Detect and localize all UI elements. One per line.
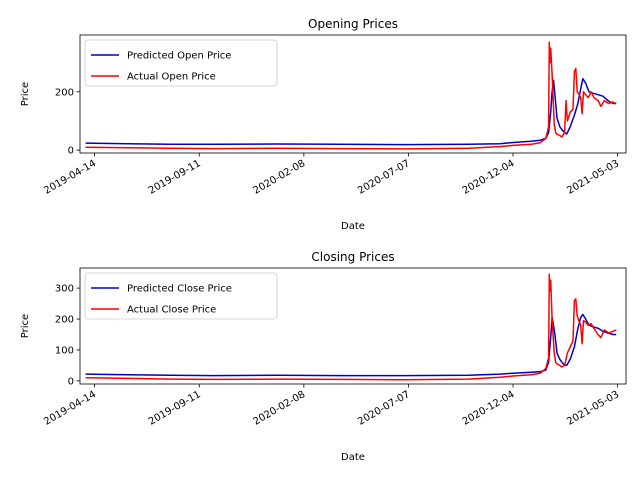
opening-chart-title: Opening Prices (308, 17, 398, 31)
legend-entry: Actual Open Price (127, 72, 216, 83)
closing-x-tick-label: 2019-09-11 (147, 389, 203, 428)
opening-x-tick-label: 2021-05-03 (565, 158, 621, 197)
opening-legend: Predicted Open Price Actual Open Price (84, 39, 278, 87)
closing-legend: Predicted Close Price Actual Close Price (84, 272, 278, 320)
opening-x-tick-label: 2020-02-08 (252, 158, 308, 197)
closing-chart-title: Closing Prices (311, 250, 394, 264)
legend-entry: Actual Close Price (127, 305, 216, 316)
actual-opening-line (85, 41, 617, 150)
closing-series-lines (85, 273, 617, 381)
closing-x-tick-label: 2020-07-07 (356, 389, 412, 428)
opening-x-tick-label: 2020-12-04 (461, 158, 517, 197)
closing-y-tick-label: 300 (55, 284, 74, 295)
closing-y-tick-label: 200 (55, 315, 74, 326)
predicted-opening-line (85, 77, 617, 146)
closing-x-axis-label: Date (341, 452, 365, 463)
closing-y-tick-label: 0 (68, 376, 74, 387)
closing-x-tick-label: 2019-04-14 (42, 389, 98, 428)
opening-y-tick-label: 200 (55, 87, 74, 98)
closing-x-tick-label: 2020-12-04 (461, 389, 517, 428)
legend-box (84, 39, 278, 87)
opening-axes-frame (79, 34, 627, 154)
actual-closing-line (85, 273, 617, 381)
closing-x-tick-label: 2020-02-08 (252, 389, 308, 428)
opening-x-tick-label: 2020-07-07 (356, 158, 412, 197)
closing-y-axis-label: Price (20, 314, 31, 338)
opening-prices-chart: Opening Prices 0 200 2019-04-14 2019-09-11 20… (20, 17, 627, 232)
opening-x-axis-label: Date (341, 221, 365, 232)
closing-y-tick-label: 100 (55, 345, 74, 356)
opening-y-axis-label: Price (20, 82, 31, 106)
legend-entry: Predicted Open Price (127, 51, 231, 62)
legend-box (84, 272, 278, 320)
legend-entry: Predicted Close Price (127, 284, 232, 295)
predicted-closing-line (85, 313, 617, 377)
opening-x-tick-label: 2019-04-14 (42, 158, 98, 197)
closing-x-tick-label: 2021-05-03 (565, 389, 621, 428)
opening-x-tick-label: 2019-09-11 (147, 158, 203, 197)
opening-series-lines (85, 41, 617, 150)
closing-prices-chart: Closing Prices 0 100 200 300 2019-04-14 2019-0… (20, 250, 627, 463)
opening-y-tick-label: 0 (68, 146, 74, 157)
closing-axes-frame (79, 267, 627, 385)
